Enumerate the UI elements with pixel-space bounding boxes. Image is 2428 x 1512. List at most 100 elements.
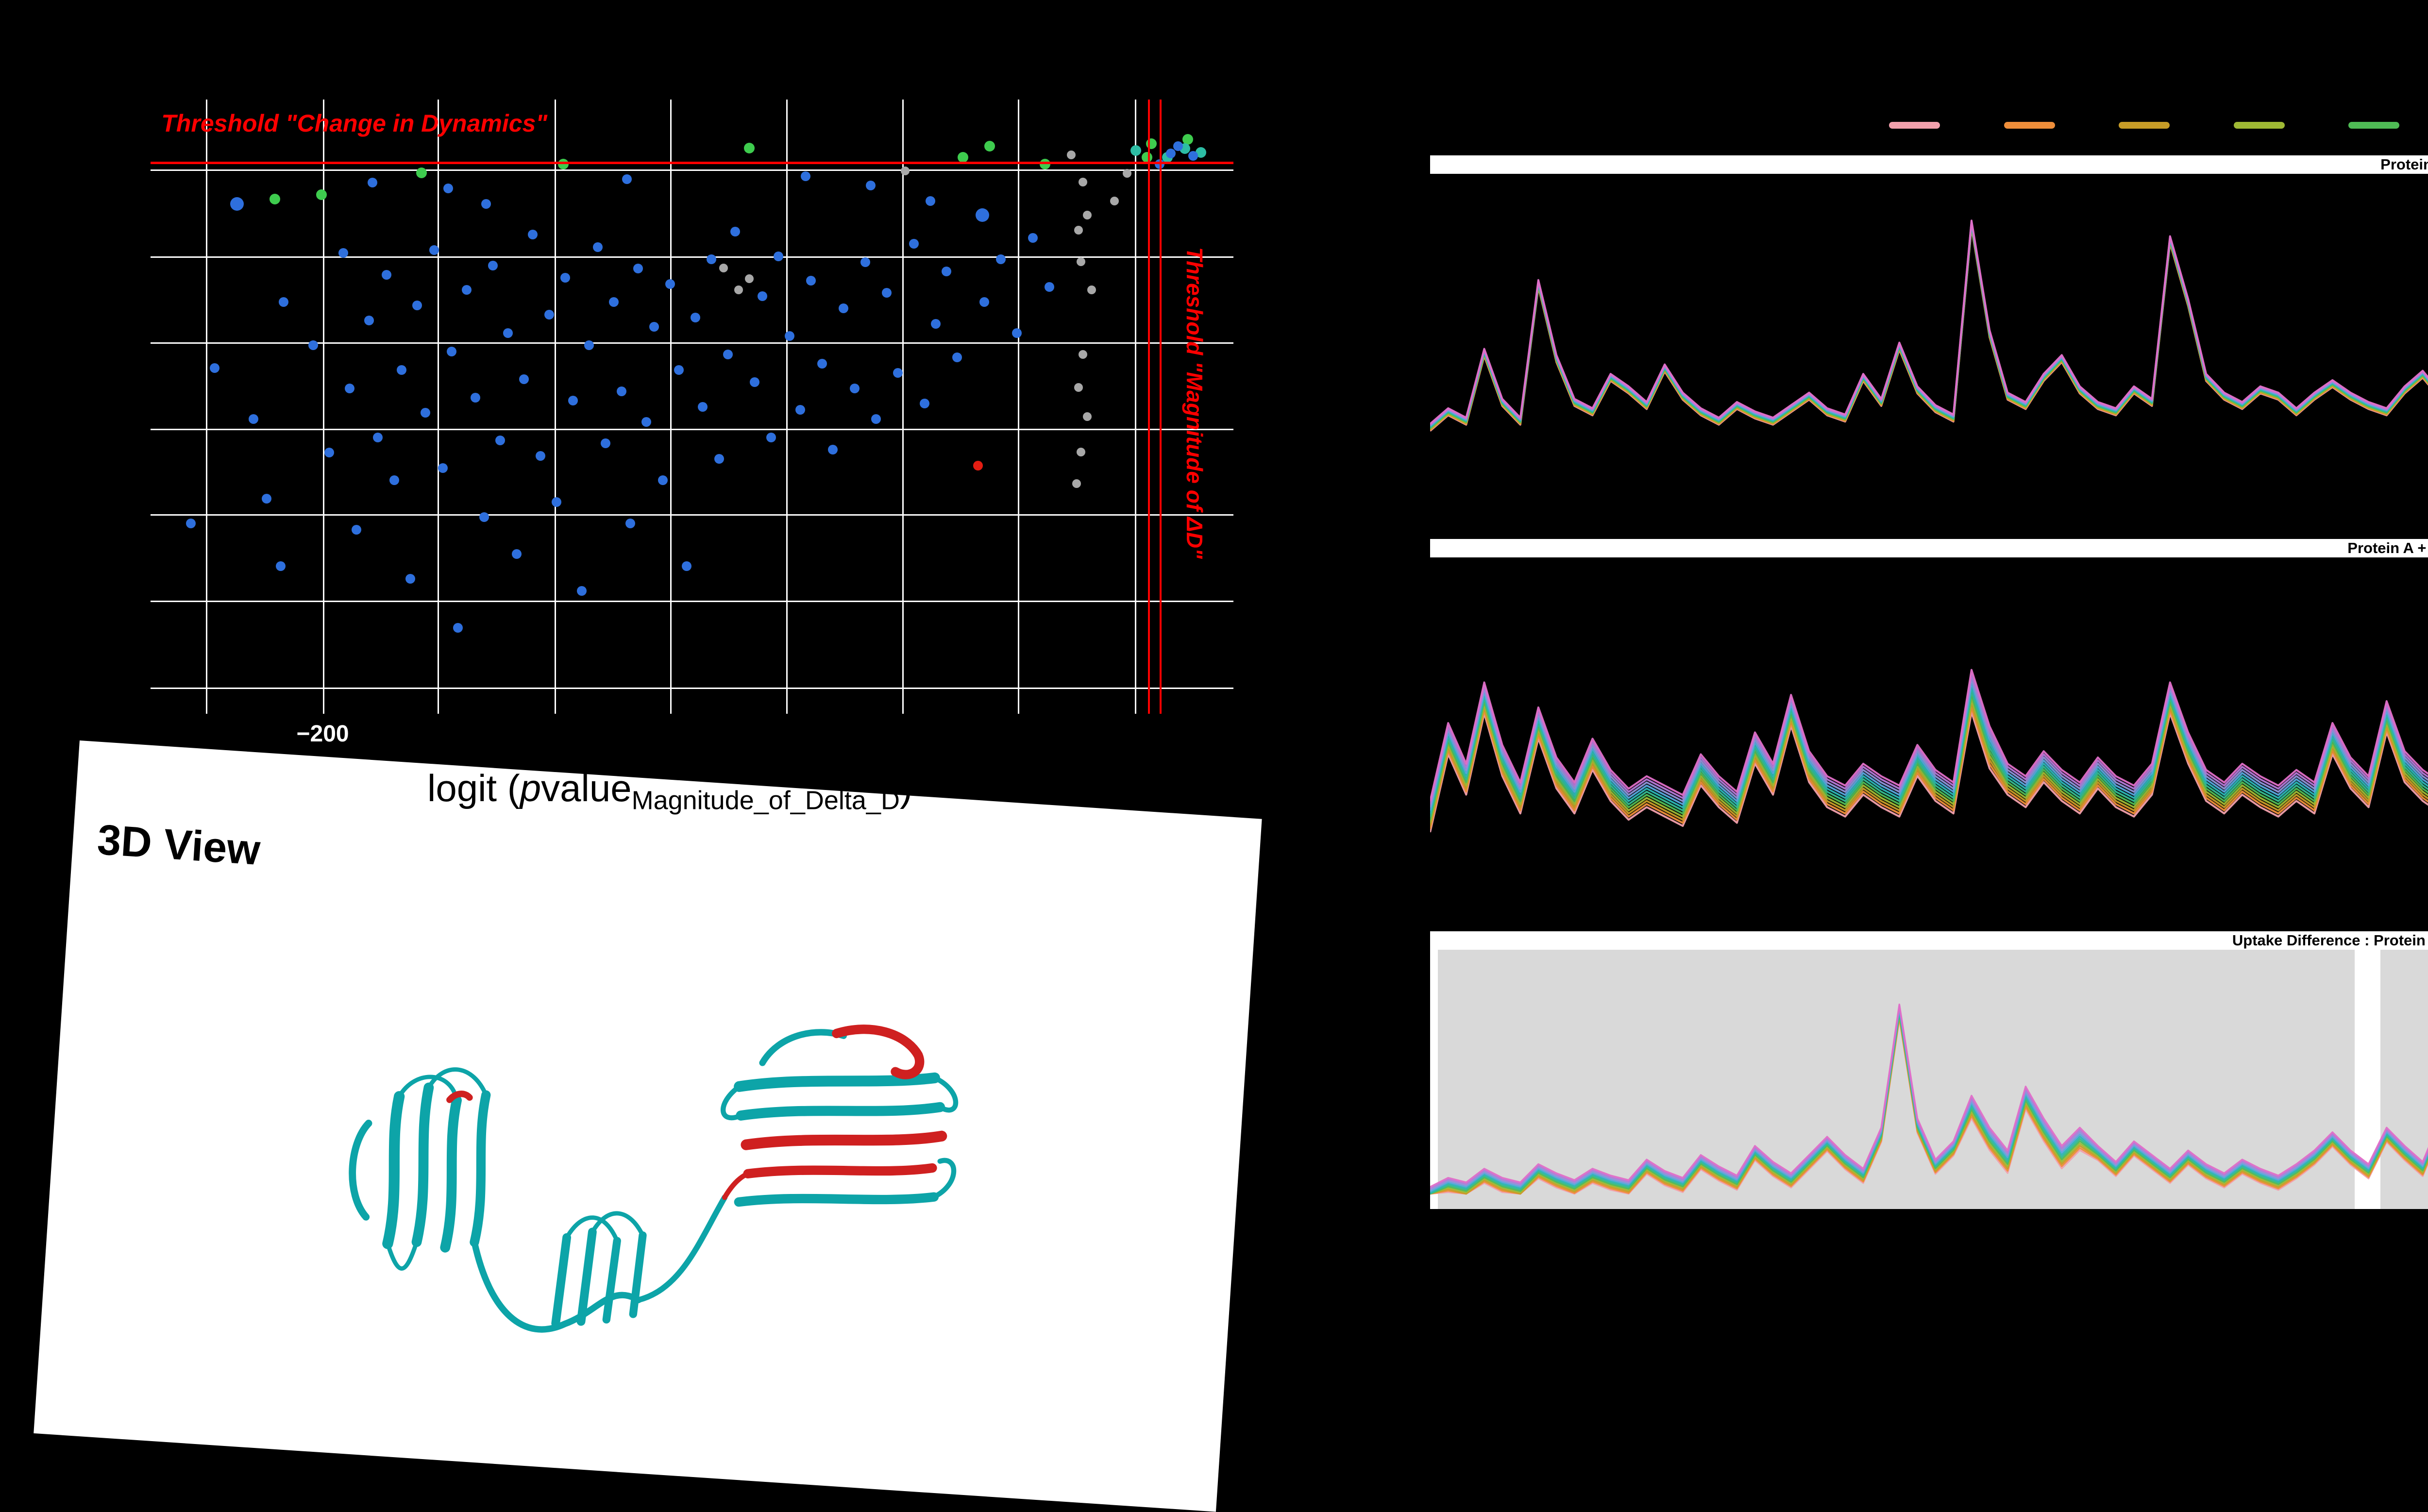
structure-3d-panel[interactable]: 3D View — [34, 740, 1262, 1512]
scatter-point — [528, 230, 538, 240]
scatter-point — [1082, 412, 1092, 421]
scatter-point — [248, 414, 258, 424]
gridline-horizontal — [151, 256, 1233, 258]
scatter-point — [1188, 151, 1198, 161]
scatter-point — [1173, 141, 1183, 151]
scatter-point — [1130, 145, 1142, 156]
scatter-point — [600, 438, 610, 449]
gridline-horizontal — [151, 169, 1233, 171]
scatter-point — [957, 151, 968, 163]
legend-swatch[interactable] — [2004, 122, 2055, 129]
scatter-point — [734, 286, 743, 295]
scatter-point — [552, 497, 562, 507]
scatter-point — [839, 303, 849, 314]
scatter-point — [1076, 257, 1085, 266]
protein-ribbon-structure[interactable] — [176, 900, 1073, 1471]
scatter-point — [397, 365, 407, 375]
scatter-point — [849, 383, 860, 393]
scatter-point — [1141, 151, 1152, 163]
scatter-point — [698, 402, 708, 412]
scatter-point — [750, 377, 760, 387]
legend-swatch[interactable] — [2119, 122, 2170, 129]
gridline-horizontal — [151, 429, 1233, 431]
scatter-point — [421, 408, 431, 418]
scatter-point — [690, 313, 700, 323]
3d-view-title: 3D View — [96, 815, 262, 874]
scatter-point — [412, 300, 422, 310]
scatter-point — [1079, 177, 1088, 186]
scatter-point — [774, 251, 784, 261]
scatter-point — [952, 353, 962, 363]
scatter-point — [471, 392, 480, 403]
scatter-point — [438, 463, 448, 473]
xaxis-pvar: p — [520, 767, 541, 809]
scatter-point — [920, 399, 930, 409]
threshold-dynamics-label: Threshold "Change in Dynamics" — [161, 110, 548, 137]
legend-swatch[interactable] — [2348, 122, 2399, 129]
gridline-horizontal — [151, 514, 1233, 516]
scatter-point — [784, 331, 794, 341]
scatter-point — [984, 141, 995, 152]
scatter-point — [481, 199, 491, 209]
scatter-point — [535, 451, 545, 461]
gridline-vertical — [1018, 100, 1020, 714]
chart2-plot[interactable] — [1430, 557, 2428, 913]
scatter-point — [817, 358, 827, 369]
scatter-point — [658, 475, 668, 486]
chart3-plot[interactable] — [1430, 950, 2428, 1209]
scatter-point — [1123, 168, 1132, 178]
scatter-point — [719, 263, 728, 272]
scatter-point — [714, 454, 724, 464]
chart2-title: Protein A + Ligand — [2347, 539, 2428, 556]
scatter-point — [351, 524, 361, 535]
gridline-vertical — [902, 100, 904, 714]
scatter-point — [488, 260, 498, 270]
chart1-plot[interactable] — [1430, 174, 2428, 529]
xaxis-prefix: logit ( — [427, 767, 520, 809]
scatter-point — [665, 279, 675, 289]
scatter-point — [979, 297, 990, 307]
scatter-point — [1044, 282, 1054, 292]
scatter-point — [405, 573, 416, 584]
threshold-line-vertical-1[interactable] — [1147, 100, 1150, 714]
scatter-point — [893, 368, 903, 378]
scatter-point — [730, 226, 741, 236]
scatter-point — [674, 365, 684, 375]
gridline-horizontal — [151, 601, 1233, 603]
chart3-title: Uptake Difference : Protein A - (Protein… — [2232, 932, 2428, 949]
scatter-point — [230, 197, 244, 211]
scatter-point — [1087, 286, 1096, 295]
gridline-vertical — [205, 100, 207, 714]
scatter-point — [1110, 196, 1119, 205]
threshold-magnitude-label: Threshold "Magnitude of ΔD" — [1181, 247, 1207, 559]
volcano-xaxis-label: logit (pvalueMagnitude_of_Delta_D) — [427, 766, 912, 816]
scatter-point — [625, 518, 635, 528]
scatter-point — [1082, 210, 1092, 219]
scatter-point — [592, 242, 603, 252]
scatter-point — [1072, 479, 1081, 488]
gridline-vertical — [670, 100, 672, 714]
scatter-point — [745, 274, 754, 284]
scatter-point — [649, 322, 659, 332]
scatter-point — [373, 432, 383, 442]
scatter-point — [975, 208, 989, 222]
threshold-line-vertical-2[interactable] — [1160, 100, 1162, 714]
volcano-plot[interactable]: Threshold "Change in Dynamics" Threshold… — [151, 100, 1233, 747]
scatter-point — [560, 272, 571, 283]
scatter-point — [279, 297, 289, 307]
scatter-point — [901, 166, 910, 175]
legend-swatch[interactable] — [1889, 122, 1940, 129]
scatter-point — [925, 196, 935, 206]
scatter-point — [860, 257, 870, 268]
scatter-point — [364, 316, 374, 326]
chart1-titlebar: Protein A — [1430, 155, 2428, 174]
threshold-line-horizontal[interactable] — [151, 161, 1233, 164]
scatter-point — [723, 349, 733, 359]
scatter-point — [316, 189, 327, 201]
scatter-point — [909, 239, 919, 249]
xaxis-subscript: Magnitude_of_Delta_D — [631, 786, 900, 815]
legend-swatch[interactable] — [2233, 122, 2285, 129]
scatter-point — [801, 171, 811, 182]
scatter-point — [209, 363, 219, 373]
scatter-point — [511, 549, 522, 559]
